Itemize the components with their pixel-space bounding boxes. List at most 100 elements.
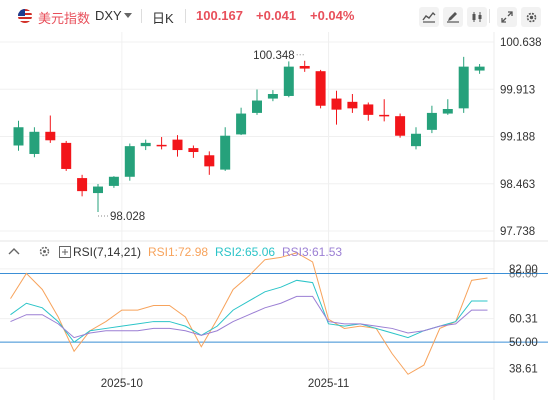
rsi-line-rsi2 (10, 279, 488, 343)
candle (283, 61, 294, 98)
candles-button[interactable] (467, 7, 487, 27)
candle-body (29, 131, 40, 154)
rsi-level-lines (0, 272, 548, 343)
rsi-level-80-label: 80.00 (509, 268, 538, 280)
candle-body (13, 127, 24, 146)
rsi3-value: RSI3:61.53 (282, 245, 343, 259)
divider (489, 9, 490, 23)
candle-body (331, 98, 342, 110)
rsi-series (10, 252, 488, 375)
candle-body (379, 114, 390, 117)
candle (474, 64, 485, 74)
settings-button[interactable] (521, 7, 541, 27)
candle (93, 183, 103, 212)
candle (220, 127, 231, 171)
rsi-line-rsi1 (10, 252, 488, 375)
candle-body (283, 66, 294, 96)
candle (379, 99, 390, 122)
instrument-title[interactable]: 美元指数 (38, 11, 91, 26)
candle-body (156, 144, 167, 147)
candle-body (442, 108, 453, 114)
candle (347, 94, 358, 113)
divider (141, 9, 142, 23)
chevron-down-icon[interactable] (124, 13, 132, 18)
candle (363, 102, 374, 121)
draw-button[interactable] (443, 7, 463, 27)
collapse-icon[interactable] (8, 246, 20, 258)
price-change-percent: +0.04% (310, 8, 355, 23)
date-axis: 2025-10 2025-11 (101, 378, 349, 390)
candle (299, 60, 310, 72)
rsi-tick-label: 82.00 (509, 264, 538, 276)
candle (188, 145, 199, 158)
candle-body (220, 135, 231, 170)
price-change: +0.041 (256, 8, 297, 23)
candle-body (315, 71, 326, 106)
price-tick-label: 98.463 (500, 179, 535, 191)
candle (77, 174, 88, 197)
candle-body (188, 148, 199, 153)
date-tick-label: 2025-11 (308, 378, 349, 390)
candlestick-series (13, 56, 485, 212)
candle (29, 127, 40, 158)
candle-body (411, 133, 421, 147)
last-price: 100.167 (196, 8, 243, 23)
rsi-tick-label: 60.31 (509, 314, 538, 326)
candle-body (426, 112, 437, 130)
candle-body (140, 142, 151, 147)
candle (156, 137, 167, 150)
candle-body (474, 66, 485, 71)
rsi-axis: 82.00 60.31 50.00 38.61 80.00 (509, 264, 538, 375)
pencil-icon (447, 12, 459, 23)
indicator-settings-icon[interactable] (38, 245, 51, 258)
expand-icon (501, 11, 513, 23)
high-label: 100.348 (253, 50, 295, 62)
candle (108, 176, 119, 188)
add-indicator-icon[interactable] (59, 246, 71, 258)
candle (331, 90, 342, 125)
candle (45, 115, 56, 143)
candle-body (61, 142, 72, 169)
candle-body (204, 155, 215, 167)
candles-icon (472, 12, 482, 22)
divider (185, 9, 186, 23)
price-tick-label: 99.913 (500, 84, 535, 96)
candle-body (77, 178, 88, 192)
candle (140, 139, 151, 151)
candle-body (124, 146, 135, 177)
rsi-tick-label: 38.61 (509, 363, 538, 375)
candle (426, 105, 437, 134)
price-tick-label: 100.638 (500, 37, 542, 49)
candle-body (236, 113, 247, 135)
candle-body (299, 65, 310, 69)
line-chart-icon (422, 11, 436, 23)
candle-body (395, 116, 406, 136)
candle-body (458, 66, 469, 109)
chart-header: 美元指数 DXY 日K 100.167 +0.041 +0.04% (0, 0, 548, 32)
low-label: 98.028 (110, 211, 145, 223)
candle (252, 89, 262, 115)
candle (204, 151, 215, 175)
candle-body (93, 186, 103, 194)
price-axis: 100.638 99.913 99.188 98.463 97.738 (500, 37, 542, 238)
interval-selector[interactable]: 日K (152, 11, 174, 26)
rsi-tick-label: 50.00 (509, 337, 538, 349)
symbol-selector[interactable]: DXY (95, 8, 122, 23)
candle-body (267, 94, 278, 99)
candle (236, 107, 247, 136)
candle (411, 127, 421, 150)
fullscreen-button[interactable] (497, 7, 517, 27)
candle (458, 56, 469, 113)
price-annotations: 100.348 98.028 (98, 50, 305, 223)
us-flag-icon (18, 9, 32, 23)
candle (315, 69, 326, 109)
candle-body (108, 176, 119, 186)
line-chart-button[interactable] (419, 7, 439, 27)
rsi1-value: RSI1:72.98 (148, 245, 209, 259)
candle-body (252, 100, 262, 113)
candle (124, 143, 135, 181)
candle-body (45, 131, 56, 141)
price-tick-label: 99.188 (500, 132, 535, 144)
candle-body (347, 101, 358, 109)
